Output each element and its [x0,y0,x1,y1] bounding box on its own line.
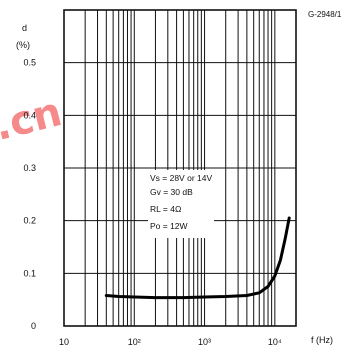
x-tick-labels: 10 10² 10³ 10⁴ [59,337,282,347]
x-tick-label: 10³ [198,337,211,347]
y-tick-label: 0.4 [23,110,36,120]
figure-code: G-2948/1 [308,10,342,19]
y-axis-label-unit: (%) [16,40,30,50]
y-tick-label: 0.5 [23,58,36,68]
x-tick-label: 10² [128,337,141,347]
y-tick-label: 0.2 [23,216,36,226]
y-tick-label: 0 [31,321,36,331]
y-tick-label: 0.3 [23,163,36,173]
y-axis-label-symbol: d [22,23,27,33]
condition-load: RL = 4Ω [150,204,181,214]
conditions-box: Vs = 28V or 14V Gv = 30 dB RL = 4Ω Po = … [148,170,214,238]
plot-frame [63,9,297,327]
condition-gain: Gv = 30 dB [150,187,193,197]
x-tick-label: 10 [59,337,69,347]
horizontal-grid [64,62,296,274]
x-axis-label: f (Hz) [311,335,333,345]
condition-supply: Vs = 28V or 14V [150,173,212,183]
x-tick-label: 10⁴ [268,337,282,347]
y-tick-label: 0.1 [23,268,36,278]
distortion-curve [104,216,291,300]
y-tick-labels: 0 0.1 0.2 0.3 0.4 0.5 [23,58,36,331]
condition-output-power: Po = 12W [150,221,188,231]
